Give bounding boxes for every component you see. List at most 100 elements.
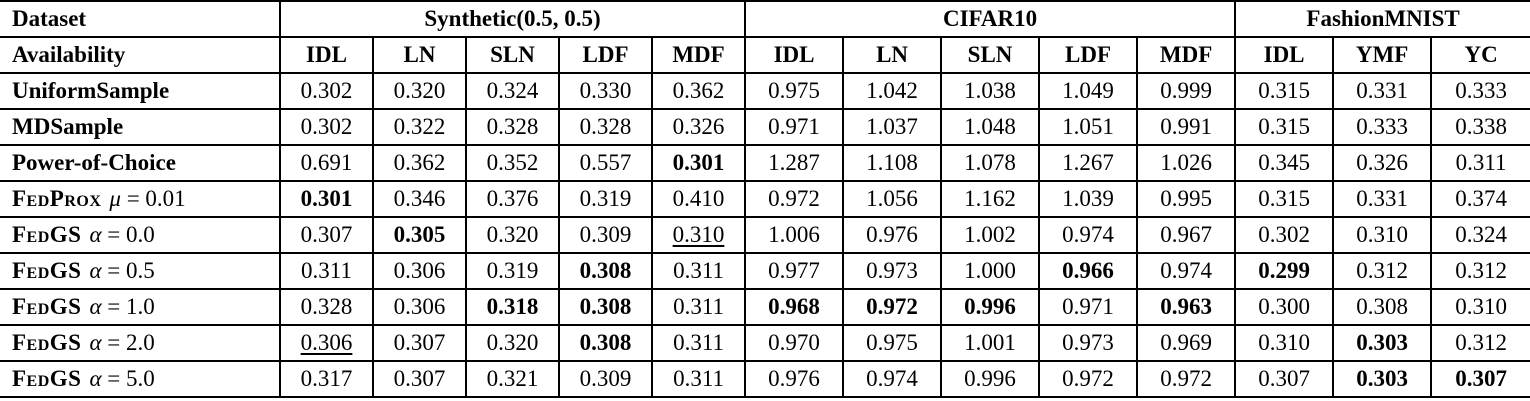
value-cell: 0.968 xyxy=(744,288,845,326)
value-cell: 0.308 xyxy=(558,288,653,326)
method-name: FedGS xyxy=(12,294,82,319)
group-header-synthetic: Synthetic(0.5, 0.5) xyxy=(278,0,747,38)
value-cell: 1.002 xyxy=(940,216,1041,254)
method-parameter: α = 5.0 xyxy=(89,366,155,391)
row-label: FedGS α = 0.5 xyxy=(0,252,281,290)
availability-column-header: IDL xyxy=(744,36,845,74)
value-cell: 0.315 xyxy=(1234,108,1335,146)
value-cell: 0.306 xyxy=(372,288,467,326)
value-cell: 1.000 xyxy=(940,252,1041,290)
method-parameter: α = 2.0 xyxy=(89,330,155,355)
value-cell: 0.317 xyxy=(279,360,374,398)
value-cell: 0.312 xyxy=(1430,324,1530,362)
value-cell: 1.001 xyxy=(940,324,1041,362)
method-name: FedGS xyxy=(12,222,82,247)
value-cell: 0.362 xyxy=(650,72,747,110)
value-cell: 0.966 xyxy=(1038,252,1139,290)
value-cell: 0.301 xyxy=(650,144,747,182)
dataset-header: Dataset xyxy=(0,0,281,38)
table-head: Dataset Synthetic(0.5, 0.5) CIFAR10 Fash… xyxy=(0,0,1530,74)
value-cell: 0.300 xyxy=(1234,288,1335,326)
value-cell: 0.311 xyxy=(279,252,374,290)
value-cell: 0.974 xyxy=(1038,216,1139,254)
method-parameter: μ = 0.01 xyxy=(109,186,186,211)
value-cell: 0.975 xyxy=(744,72,845,110)
value-cell: 0.308 xyxy=(558,252,653,290)
table-row: FedGS α = 5.0 0.317 0.307 0.321 0.309 0.311 0.9… xyxy=(0,360,1530,398)
value-cell: 0.299 xyxy=(1234,252,1335,290)
value-cell: 0.309 xyxy=(558,360,653,398)
value-cell: 0.963 xyxy=(1136,288,1237,326)
availability-column-header: SLN xyxy=(465,36,560,74)
value-cell: 0.319 xyxy=(465,252,560,290)
row-label: FedGS α = 1.0 xyxy=(0,288,281,326)
value-cell: 0.303 xyxy=(1332,324,1433,362)
value-cell: 0.312 xyxy=(1430,252,1530,290)
availability-header: Availability xyxy=(0,36,281,74)
value-cell: 0.331 xyxy=(1332,180,1433,218)
availability-header-row: Availability IDL LN SLN LDF MDF IDL LN SLN LDF MD… xyxy=(0,36,1530,74)
table-row: Power-of-Choice 0.691 0.362 0.352 0.557 0.301… xyxy=(0,144,1530,182)
value-cell: 0.972 xyxy=(842,288,943,326)
row-label: FedGS α = 2.0 xyxy=(0,324,281,362)
value-cell: 0.311 xyxy=(650,360,747,398)
method-name: FedGS xyxy=(12,258,82,283)
value-cell: 1.038 xyxy=(940,72,1041,110)
row-label: FedProx μ = 0.01 xyxy=(0,180,281,218)
value-cell: 0.333 xyxy=(1430,72,1530,110)
value-cell: 0.309 xyxy=(558,216,653,254)
value-cell: 0.308 xyxy=(1332,288,1433,326)
value-cell: 0.374 xyxy=(1430,180,1530,218)
value-cell: 0.305 xyxy=(372,216,467,254)
value-cell: 0.345 xyxy=(1234,144,1335,182)
value-cell: 0.973 xyxy=(842,252,943,290)
method-name: FedGS xyxy=(12,366,82,391)
table-row: FedGS α = 0.5 0.311 0.306 0.319 0.308 0.311 0.9… xyxy=(0,252,1530,290)
value-cell: 0.307 xyxy=(372,360,467,398)
value-cell: 0.977 xyxy=(744,252,845,290)
value-cell: 1.108 xyxy=(842,144,943,182)
value-cell: 0.328 xyxy=(558,108,653,146)
value-cell: 0.330 xyxy=(558,72,653,110)
value-cell: 0.557 xyxy=(558,144,653,182)
value-cell: 0.972 xyxy=(1136,360,1237,398)
value-cell: 0.312 xyxy=(1332,252,1433,290)
row-label: FedGS α = 5.0 xyxy=(0,360,281,398)
availability-column-header: LN xyxy=(842,36,943,74)
value-cell: 0.307 xyxy=(279,216,374,254)
value-cell: 1.162 xyxy=(940,180,1041,218)
value-cell: 1.006 xyxy=(744,216,845,254)
value-cell: 0.972 xyxy=(744,180,845,218)
value-cell: 0.311 xyxy=(650,288,747,326)
value-cell: 1.026 xyxy=(1136,144,1237,182)
value-cell: 0.362 xyxy=(372,144,467,182)
table-row: FedGS α = 1.0 0.328 0.306 0.318 0.308 0.311 0.9… xyxy=(0,288,1530,326)
value-cell: 0.320 xyxy=(465,324,560,362)
value-cell: 0.996 xyxy=(940,288,1041,326)
row-label: FedGS α = 0.0 xyxy=(0,216,281,254)
table-row: FedGS α = 0.0 0.307 0.305 0.320 0.309 0.310 1.0… xyxy=(0,216,1530,254)
availability-column-header: LDF xyxy=(558,36,653,74)
value-cell: 0.308 xyxy=(558,324,653,362)
group-header-cifar10: CIFAR10 xyxy=(744,0,1237,38)
value-cell: 0.315 xyxy=(1234,72,1335,110)
value-cell: 0.301 xyxy=(279,180,374,218)
value-cell: 0.333 xyxy=(1332,108,1433,146)
value-cell: 0.302 xyxy=(279,72,374,110)
availability-column-header: LDF xyxy=(1038,36,1139,74)
value-cell: 0.315 xyxy=(1234,180,1335,218)
value-cell: 0.346 xyxy=(372,180,467,218)
method-name: FedProx xyxy=(12,186,102,211)
value-cell: 0.331 xyxy=(1332,72,1433,110)
value-cell: 0.322 xyxy=(372,108,467,146)
availability-column-header: IDL xyxy=(1234,36,1335,74)
availability-column-header: MDF xyxy=(650,36,747,74)
value-cell: 0.307 xyxy=(1234,360,1335,398)
value-cell: 0.320 xyxy=(372,72,467,110)
value-cell: 0.972 xyxy=(1038,360,1139,398)
value-cell: 0.303 xyxy=(1332,360,1433,398)
table-row: FedProx μ = 0.01 0.301 0.346 0.376 0.319 0.410… xyxy=(0,180,1530,218)
availability-column-header: MDF xyxy=(1136,36,1237,74)
value-cell: 0.996 xyxy=(940,360,1041,398)
row-label: Power-of-Choice xyxy=(0,144,281,182)
